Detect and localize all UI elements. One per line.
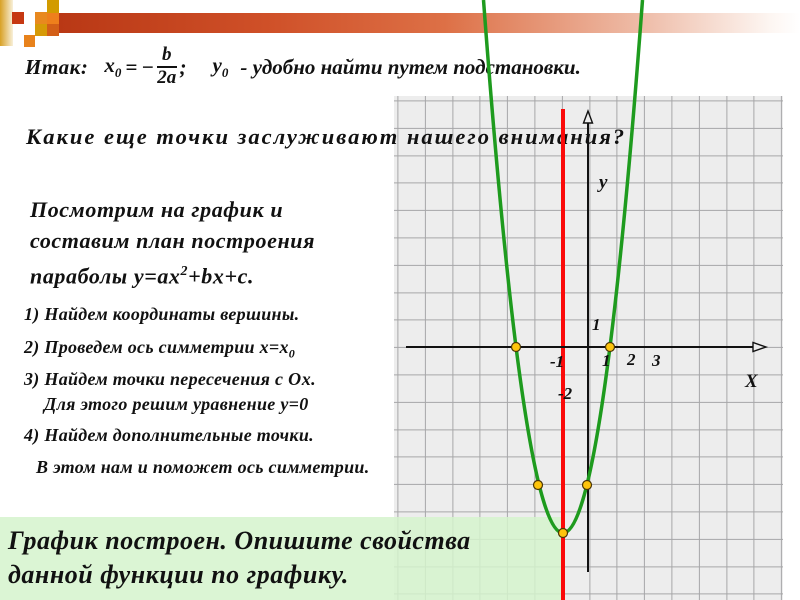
fraction-numerator: b [157,44,177,68]
decor-gold-strip [0,0,13,46]
question-heading: Какие еще точки заслуживают нашего внима… [26,124,627,149]
plan-line-3: параболы у=ах2+bх+с. [30,263,255,289]
vertex-formula: Итак: x0 = − b 2a ; у0 - удобно найти пу… [25,40,581,94]
step-3-continued: Для этого решим уравнение у=0 [44,394,309,414]
decor-square [12,12,24,24]
decor-square [24,35,35,47]
formula-y-var: у0 [212,52,229,81]
formula-equals: = [125,54,138,79]
fraction-denominator: 2a [157,67,177,88]
decor-square [35,12,47,24]
plan-line-1: Посмотрим на график и [30,197,284,222]
decor-square [47,24,59,36]
formula-tail: - удобно найти путем подстановки. [240,54,581,79]
decor-square [47,0,59,13]
conclusion-line-2: данной функции по графику. [8,560,349,589]
conclusion-box [0,517,563,600]
formula-minus: − [141,54,155,79]
decor-square [35,24,47,36]
step-1: 1) Найдем координаты вершины. [24,304,300,324]
decor-gradient-band [59,13,800,33]
formula-fraction: b 2a [157,44,177,89]
plan-paragraph: Посмотрим на график и составим план пост… [30,194,315,291]
step-4: 4) Найдем дополнительные точки. [24,425,314,445]
decor-square [47,13,59,25]
symmetry-note: В этом нам и поможет ось симметрии. [36,457,370,477]
plan-line-2: составим план построения [30,228,316,253]
step-3: 3) Найдем точки пересечения с Ох. [24,369,316,389]
conclusion-text: График построен. Опишите свойства данной… [8,524,471,592]
formula-intro: Итак: [25,54,89,79]
formula-semicolon: ; [179,54,187,79]
step-2: 2) Проведем ось симметрии х=х0 [24,337,296,361]
formula-x-var: x0 [104,52,122,81]
conclusion-line-1: График построен. Опишите свойства [8,526,471,555]
